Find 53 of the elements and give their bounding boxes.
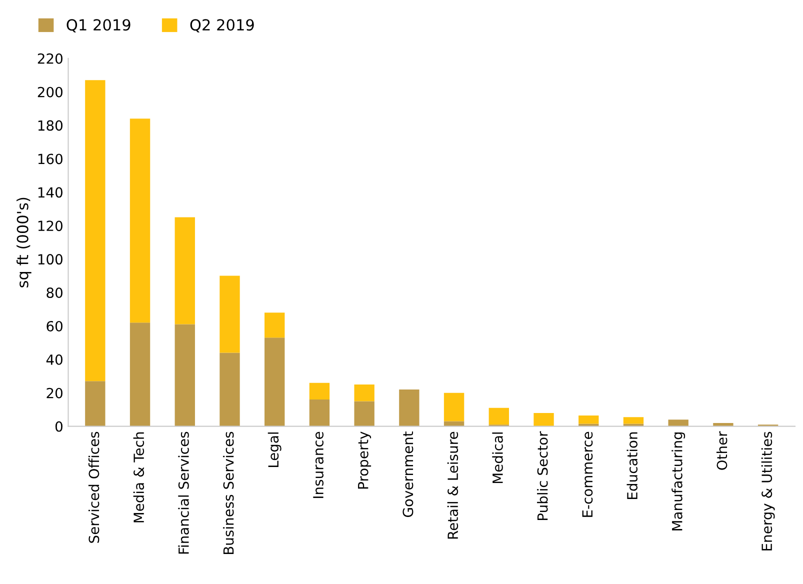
bar [264, 338, 285, 426]
x-tick-label: Retail & Leisure [447, 432, 458, 539]
y-tick-label: 200 [38, 86, 62, 98]
bar [534, 412, 554, 426]
bar [85, 381, 106, 426]
bar [309, 400, 330, 426]
bar [668, 420, 688, 426]
y-axis-title: sq ft (000's) [16, 198, 32, 288]
bar [354, 401, 374, 426]
x-tick-label: Property [358, 432, 372, 489]
y-tick-label: 40 [46, 354, 62, 365]
x-tick-label: Media & Tech [133, 432, 144, 522]
x-tick-label: Manufacturing [672, 432, 686, 530]
bar [623, 417, 644, 424]
legend-label: Q2 2019 [190, 19, 254, 32]
x-tick-label: E-commerce [582, 432, 593, 517]
x-tick-label: Medical [492, 432, 503, 484]
bar [488, 408, 509, 425]
legend-label: Q1 2019 [66, 19, 130, 32]
x-tick-label: Education [626, 432, 638, 499]
bar [174, 324, 195, 426]
y-tick-label: 20 [46, 388, 62, 398]
x-tick-label: Government [402, 432, 414, 518]
bar [130, 322, 150, 426]
bar [399, 390, 420, 426]
bar [130, 118, 150, 323]
bar [444, 392, 464, 422]
y-tick-label: 120 [38, 220, 62, 232]
bar [220, 352, 240, 426]
bar [713, 422, 734, 426]
bar [85, 80, 106, 382]
bar [264, 312, 285, 338]
y-tick-label: 80 [46, 288, 62, 298]
y-tick-label: 60 [46, 320, 62, 332]
y-tick-label: 140 [38, 187, 62, 198]
x-tick-label: Legal [268, 432, 282, 468]
y-tick-label: 0 [55, 421, 62, 432]
bar [174, 217, 195, 324]
y-tick-label: 100 [38, 254, 62, 265]
x-tick-label: Insurance [313, 432, 324, 498]
y-tick-label: 160 [38, 154, 62, 164]
bar [578, 415, 599, 424]
x-tick-label: Financial Services [178, 432, 189, 554]
x-tick-label: Other [716, 431, 728, 470]
x-tick-label: Business Services [223, 432, 234, 554]
x-tick-label: Serviced Offices [88, 432, 100, 543]
bar [220, 276, 240, 353]
x-tick-label: Energy & Utilities [761, 432, 775, 550]
bar [354, 384, 374, 402]
x-tick-label: Public Sector [537, 431, 548, 520]
bar [309, 382, 330, 400]
y-tick-label: 220 [38, 53, 62, 64]
y-tick-label: 180 [38, 120, 62, 131]
